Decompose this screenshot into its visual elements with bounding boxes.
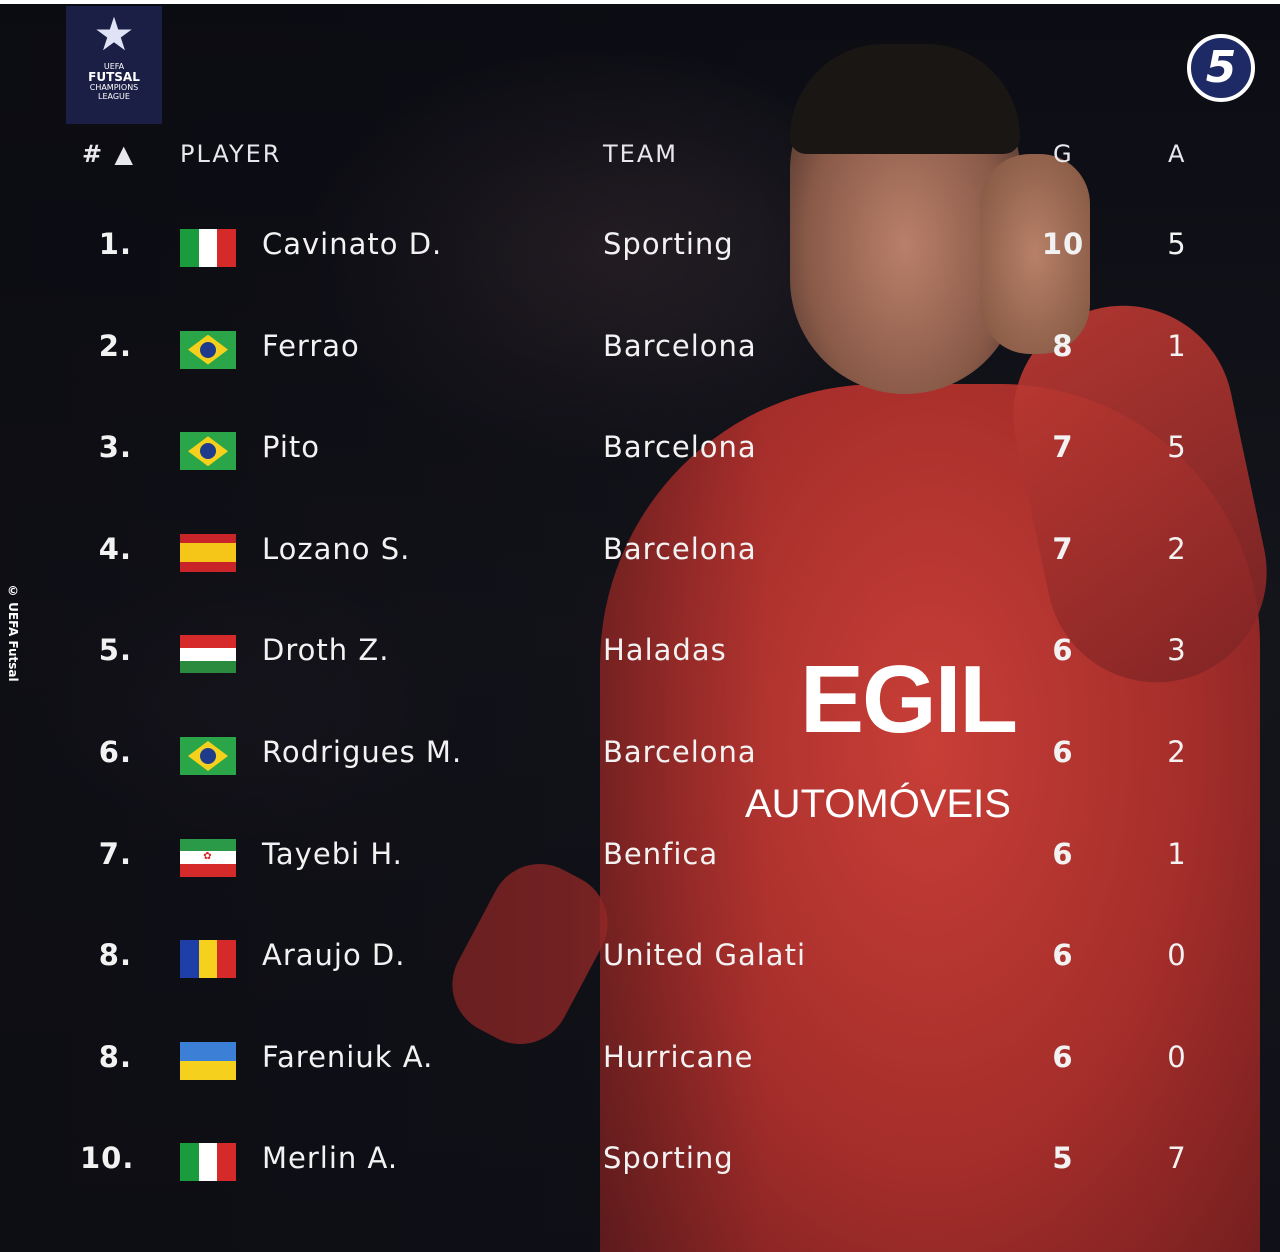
background-shade — [0, 4, 1280, 1252]
uefa-futsal-logo: ★ UEFA FUTSAL CHAMPIONS LEAGUE — [66, 6, 162, 124]
header-rank[interactable]: # ▲ — [82, 140, 135, 168]
sponsor-logo: EGIL — [800, 646, 1018, 753]
channel-5-logo: 5 — [1187, 34, 1255, 102]
leaderboard-graphic: EGIL AUTOMÓVEIS ★ UEFA FUTSAL CHAMPIONS … — [0, 4, 1280, 1252]
header-player: PLAYER — [180, 140, 282, 168]
header-team: TEAM — [603, 140, 678, 168]
watermark: © UEFA Futsal — [6, 584, 20, 682]
star-icon: ★ — [93, 7, 135, 61]
sponsor-subtext: AUTOMÓVEIS — [745, 782, 1011, 826]
header-assists: A — [1168, 140, 1187, 168]
header-goals: G — [1053, 140, 1074, 168]
